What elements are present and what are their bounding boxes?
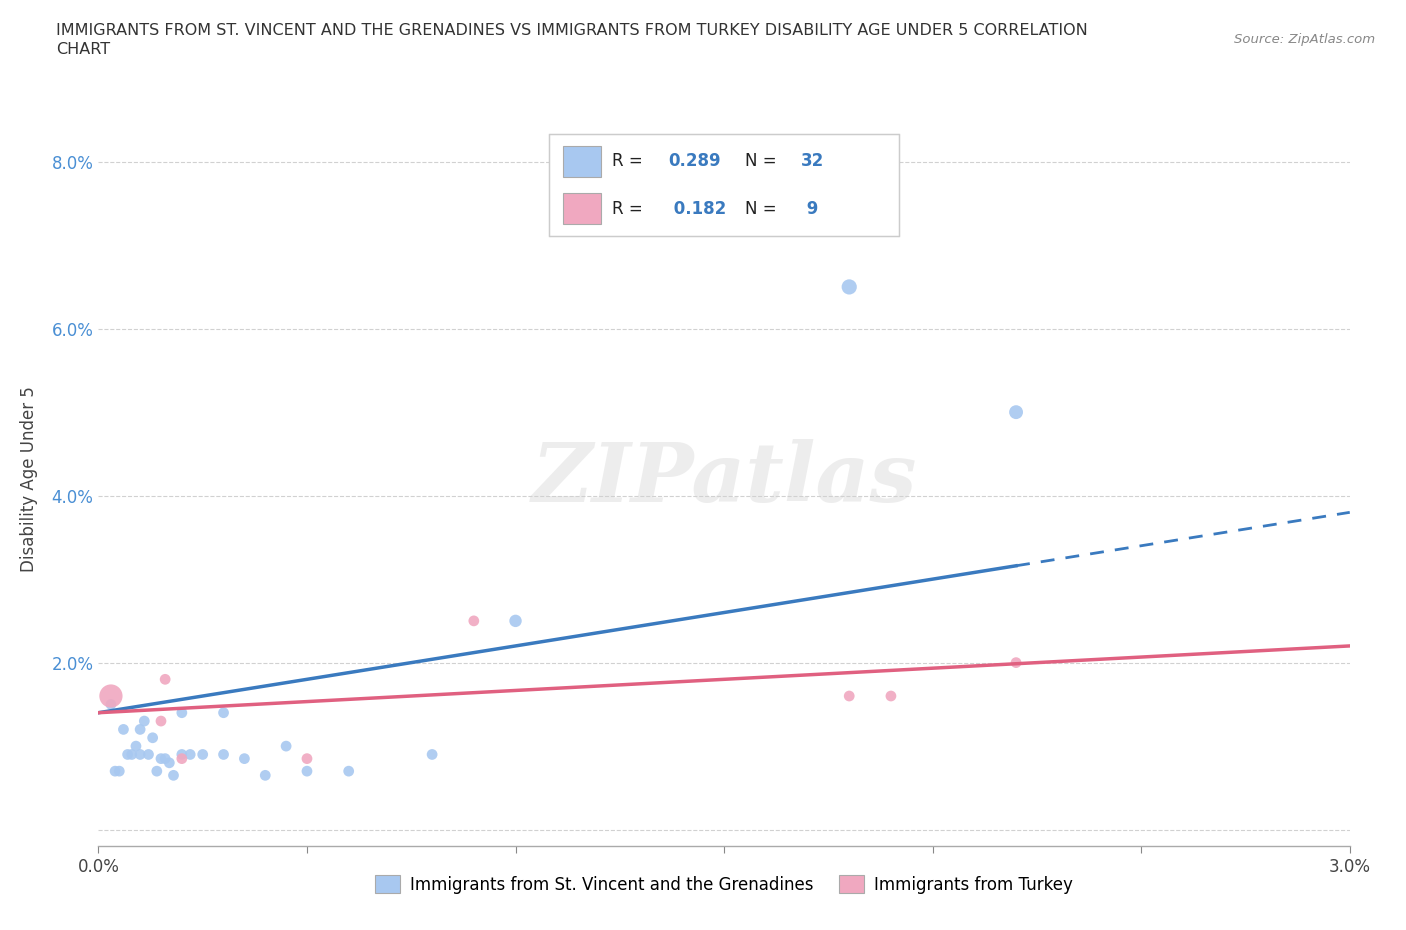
Point <box>129 747 152 762</box>
Point <box>150 713 173 728</box>
Point <box>505 614 527 629</box>
Point <box>100 688 122 703</box>
Point <box>134 713 156 728</box>
Point <box>117 747 139 762</box>
Point <box>142 730 165 745</box>
Point <box>150 751 173 766</box>
Point <box>274 738 298 753</box>
Point <box>104 764 127 778</box>
Point <box>112 722 135 737</box>
Y-axis label: Disability Age Under 5: Disability Age Under 5 <box>20 386 38 572</box>
Point <box>170 747 193 762</box>
Point <box>1005 655 1028 670</box>
Point <box>233 751 256 766</box>
Text: Source: ZipAtlas.com: Source: ZipAtlas.com <box>1234 33 1375 46</box>
Point <box>138 747 160 762</box>
Point <box>153 671 176 686</box>
Text: ZIPatlas: ZIPatlas <box>531 439 917 519</box>
Point <box>191 747 214 762</box>
Point <box>153 751 176 766</box>
Point <box>254 768 277 783</box>
Point <box>295 764 318 778</box>
Point <box>146 764 169 778</box>
Point <box>295 751 318 766</box>
Point <box>121 747 143 762</box>
Point <box>108 764 131 778</box>
Point <box>212 747 235 762</box>
Legend: Immigrants from St. Vincent and the Grenadines, Immigrants from Turkey: Immigrants from St. Vincent and the Gren… <box>368 869 1080 900</box>
Point <box>337 764 360 778</box>
Point <box>100 697 122 711</box>
Point <box>125 738 148 753</box>
Point <box>1005 405 1028 419</box>
Point <box>170 705 193 720</box>
Point <box>129 722 152 737</box>
Point <box>880 688 903 703</box>
Text: CHART: CHART <box>56 42 110 57</box>
Point <box>157 755 180 770</box>
Point <box>170 751 193 766</box>
Point <box>420 747 443 762</box>
Text: IMMIGRANTS FROM ST. VINCENT AND THE GRENADINES VS IMMIGRANTS FROM TURKEY DISABIL: IMMIGRANTS FROM ST. VINCENT AND THE GREN… <box>56 23 1088 38</box>
Point <box>838 688 860 703</box>
Point <box>162 768 184 783</box>
Point <box>463 614 485 629</box>
Point <box>212 705 235 720</box>
Point <box>179 747 201 762</box>
Point <box>838 280 860 295</box>
